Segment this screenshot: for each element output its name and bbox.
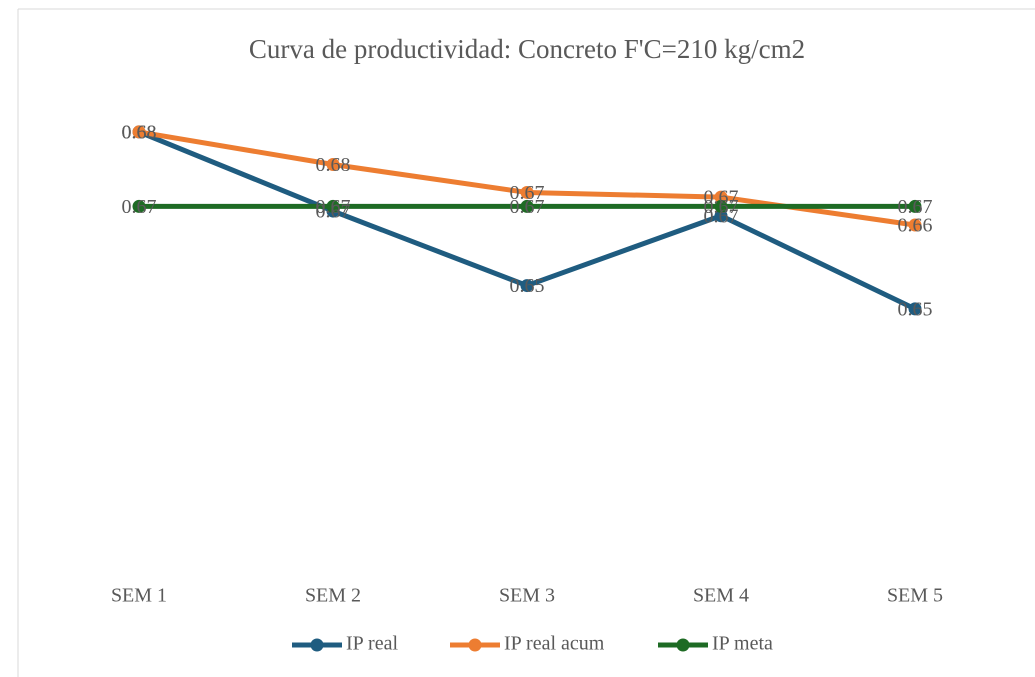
chart-title: Curva de productividad: Concreto F'C=210… bbox=[249, 34, 805, 64]
point bbox=[520, 199, 534, 213]
legend-label: IP meta bbox=[712, 633, 773, 655]
point bbox=[714, 209, 728, 223]
point bbox=[326, 158, 340, 172]
point bbox=[520, 279, 534, 293]
data-label: 0.67 bbox=[510, 182, 545, 204]
legend-label: IP real acum bbox=[504, 633, 605, 655]
legend-swatch bbox=[676, 638, 690, 652]
data-label: 0.67 bbox=[510, 196, 545, 218]
data-label: 0.65 bbox=[898, 298, 933, 320]
legend-label: IP real bbox=[346, 633, 398, 655]
point bbox=[908, 218, 922, 232]
data-label: 0.67 bbox=[898, 196, 933, 218]
x-tick-label: SEM 4 bbox=[693, 585, 749, 607]
data-label: 0.65 bbox=[510, 275, 545, 297]
data-label: 0.67 bbox=[122, 196, 157, 218]
x-tick-label: SEM 3 bbox=[499, 585, 555, 607]
legend-swatch bbox=[310, 638, 324, 652]
data-label: 0.68 bbox=[316, 154, 351, 176]
point bbox=[326, 199, 340, 213]
data-label: 0.66 bbox=[898, 215, 933, 237]
point bbox=[908, 302, 922, 316]
legend-swatch bbox=[468, 638, 482, 652]
data-label: 0.67 bbox=[704, 205, 739, 227]
point bbox=[520, 185, 534, 199]
data-label: 0.67 bbox=[704, 196, 739, 218]
point bbox=[132, 125, 146, 139]
point bbox=[132, 199, 146, 213]
data-label: 0.68 bbox=[122, 122, 157, 144]
data-label: 0.67 bbox=[316, 196, 351, 218]
point bbox=[714, 199, 728, 213]
x-tick-label: SEM 2 bbox=[305, 585, 361, 607]
data-label: 0.67 bbox=[316, 201, 351, 223]
x-tick-label: SEM 5 bbox=[887, 585, 943, 607]
data-label: 0.68 bbox=[122, 122, 157, 144]
point bbox=[908, 199, 922, 213]
point bbox=[714, 190, 728, 204]
data-label: 0.67 bbox=[704, 187, 739, 209]
x-tick-label: SEM 1 bbox=[111, 585, 167, 607]
